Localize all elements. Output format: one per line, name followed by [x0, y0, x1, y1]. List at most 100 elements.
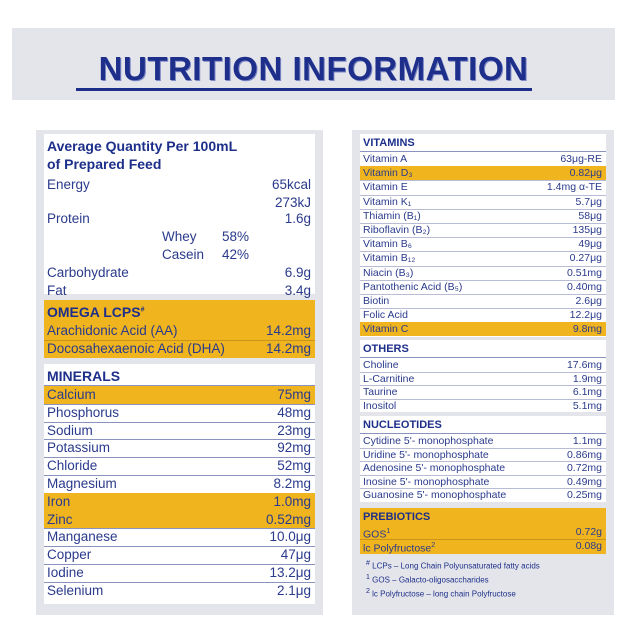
- row-divider: [44, 564, 315, 565]
- omega-value: 14.2mg: [265, 341, 311, 356]
- nutrient-label: L-Carnitine: [363, 372, 415, 385]
- minerals-box: MINERALS Calcium 75mg Phosphorus 48mg Sodium…: [44, 364, 315, 604]
- casein-label: Casein: [162, 247, 205, 262]
- omega-label: Arachidonic Acid (AA): [47, 323, 178, 338]
- nutrient-row: Vitamin B₆ 49μg: [360, 237, 606, 251]
- row-divider: [360, 308, 606, 310]
- prebiotics-heading: PREBIOTICS: [363, 511, 431, 523]
- minerals-heading: MINERALS: [47, 368, 121, 384]
- nucleotides-rule: [360, 433, 606, 434]
- nutrient-value: 1.1mg: [572, 435, 602, 447]
- others-box: OTHERS Choline 17.6mg L-Carnitine 1.9mg Taur…: [360, 340, 606, 412]
- nutrient-label: Guanosine 5'- monophosphate: [363, 489, 507, 501]
- nutrient-row: Phosphorus 48mg: [44, 404, 315, 422]
- nutrient-label: Vitamin C: [363, 323, 409, 336]
- nutrient-value: 8.2mg: [273, 476, 311, 491]
- nutrient-value: 1.0mg: [273, 493, 311, 509]
- row-divider: [360, 385, 606, 386]
- nutrient-label: Zinc: [47, 511, 73, 527]
- row-divider: [360, 208, 606, 210]
- nutrient-label: Sodium: [47, 422, 93, 438]
- prebiotic-label: GOS1: [363, 528, 391, 541]
- nutrient-value: 2.6μg: [575, 295, 603, 307]
- nutrient-value: 6.1mg: [572, 386, 602, 398]
- nutrient-row: Pantothenic Acid (B₅) 0.40mg: [360, 280, 606, 294]
- fat-value: 3.4g: [284, 283, 311, 298]
- whey-value: 58%: [222, 229, 250, 244]
- nutrient-row: Copper 47μg: [44, 546, 315, 564]
- row-divider: [360, 447, 606, 449]
- left-nutrition-panel: Average Quantity Per 100mL of Prepared F…: [36, 130, 323, 615]
- nutrient-label: Adenosine 5'- monophosphate: [363, 462, 506, 474]
- nutrient-label: Riboflavin (B₂): [363, 224, 431, 236]
- energy-kj: 273kJ: [274, 195, 311, 210]
- nutrient-label: Calcium: [47, 387, 96, 402]
- nutrient-value: 10.0μg: [269, 529, 311, 545]
- whey-label: Whey: [162, 229, 197, 244]
- vitamins-rule: [360, 151, 606, 152]
- nutrient-row: Sodium 23mg: [44, 422, 315, 440]
- nutrient-row: Vitamin A 63μg-RE: [360, 152, 606, 166]
- row-divider: [360, 194, 606, 196]
- row-divider: [44, 403, 315, 405]
- nutrient-value: 1.9mg: [572, 372, 602, 385]
- protein-row: Protein 1.6g: [44, 210, 315, 228]
- nutrient-row: Inosine 5'- monophosphate 0.49mg: [360, 475, 606, 489]
- others-heading: OTHERS: [363, 343, 409, 355]
- nutrient-label: Folic Acid: [363, 309, 408, 322]
- nutrient-value: 5.1mg: [572, 399, 602, 412]
- nutrient-row: Thiamin (B₁) 58μg: [360, 209, 606, 223]
- omega-label: Docosahexaenoic Acid (DHA): [47, 341, 225, 356]
- row-divider: [360, 371, 606, 373]
- nutrient-value: 92mg: [277, 440, 311, 456]
- nutrient-row: Guanosine 5'- monophosphate 0.25mg: [360, 488, 606, 502]
- nutrient-value: 1.4mg α-TE: [546, 181, 602, 194]
- nutrient-label: Iodine: [47, 565, 84, 580]
- nutrient-value: 47μg: [280, 547, 311, 563]
- nutrient-label: Vitamin B₁₂: [363, 252, 416, 265]
- energy-kcal: 65kcal: [271, 177, 311, 192]
- nutrient-value: 75mg: [277, 387, 311, 402]
- nucleotides-heading: NUCLEOTIDES: [363, 419, 442, 431]
- fat-label: Fat: [47, 283, 67, 298]
- nutrient-label: Potassium: [47, 440, 111, 456]
- nutrient-value: 0.40mg: [566, 280, 602, 293]
- nutrient-row: Riboflavin (B₂) 135μg: [360, 223, 606, 237]
- nutrient-row: Iron 1.0mg: [44, 492, 315, 511]
- nutrient-value: 63μg-RE: [560, 153, 602, 165]
- nutrient-label: Vitamin E: [363, 181, 408, 194]
- nutrient-row: Vitamin C 9.8mg: [360, 322, 606, 337]
- per-100ml-heading: Average Quantity Per 100mL: [47, 138, 238, 154]
- casein-value: 42%: [222, 247, 250, 262]
- nutrient-value: 13.2μg: [269, 565, 311, 580]
- nutrient-value: 5.7μg: [575, 195, 603, 208]
- nutrient-label: Iron: [47, 493, 71, 509]
- nutrient-row: Vitamin B₁₂ 0.27μg: [360, 251, 606, 265]
- row-divider: [360, 279, 606, 281]
- omega-row-dha: Docosahexaenoic Acid (DHA) 14.2mg: [44, 340, 315, 358]
- nutrient-row: Chloride 52mg: [44, 457, 315, 475]
- nutrient-value: 0.72mg: [566, 462, 602, 474]
- nutrient-row: Magnesium 8.2mg: [44, 475, 315, 493]
- casein-row: Casein 42%: [44, 246, 315, 264]
- row-divider: [360, 237, 606, 239]
- footnote-polyfructose: 2 lc Polyfructose – long chain Polyfruct…: [366, 588, 516, 599]
- nutrient-value: 0.27μg: [569, 252, 602, 265]
- row-divider: [44, 475, 315, 476]
- right-nutrition-panel: VITAMINS Vitamin A 63μg-RE Vitamin D₃ 0.82μ…: [352, 130, 614, 615]
- footnote-gos: 1 GOS – Galacto-oligosaccharides: [366, 574, 489, 585]
- nutrient-value: 0.52mg: [265, 511, 311, 527]
- nutrient-label: Vitamin A: [363, 153, 408, 165]
- omega-value: 14.2mg: [265, 323, 311, 338]
- row-divider: [360, 398, 606, 400]
- nutrient-label: Niacin (B₃): [363, 266, 414, 279]
- nutrient-value: 135μg: [572, 224, 602, 236]
- whey-row: Whey 58%: [44, 228, 315, 246]
- row-divider: [44, 528, 315, 530]
- row-divider: [360, 474, 606, 476]
- nutrient-label: Vitamin B₆: [363, 238, 412, 251]
- row-divider: [360, 251, 606, 253]
- nutrient-label: Inositol: [363, 399, 397, 412]
- nutrient-row: Niacin (B₃) 0.51mg: [360, 266, 606, 280]
- nutrient-label: Taurine: [363, 386, 398, 398]
